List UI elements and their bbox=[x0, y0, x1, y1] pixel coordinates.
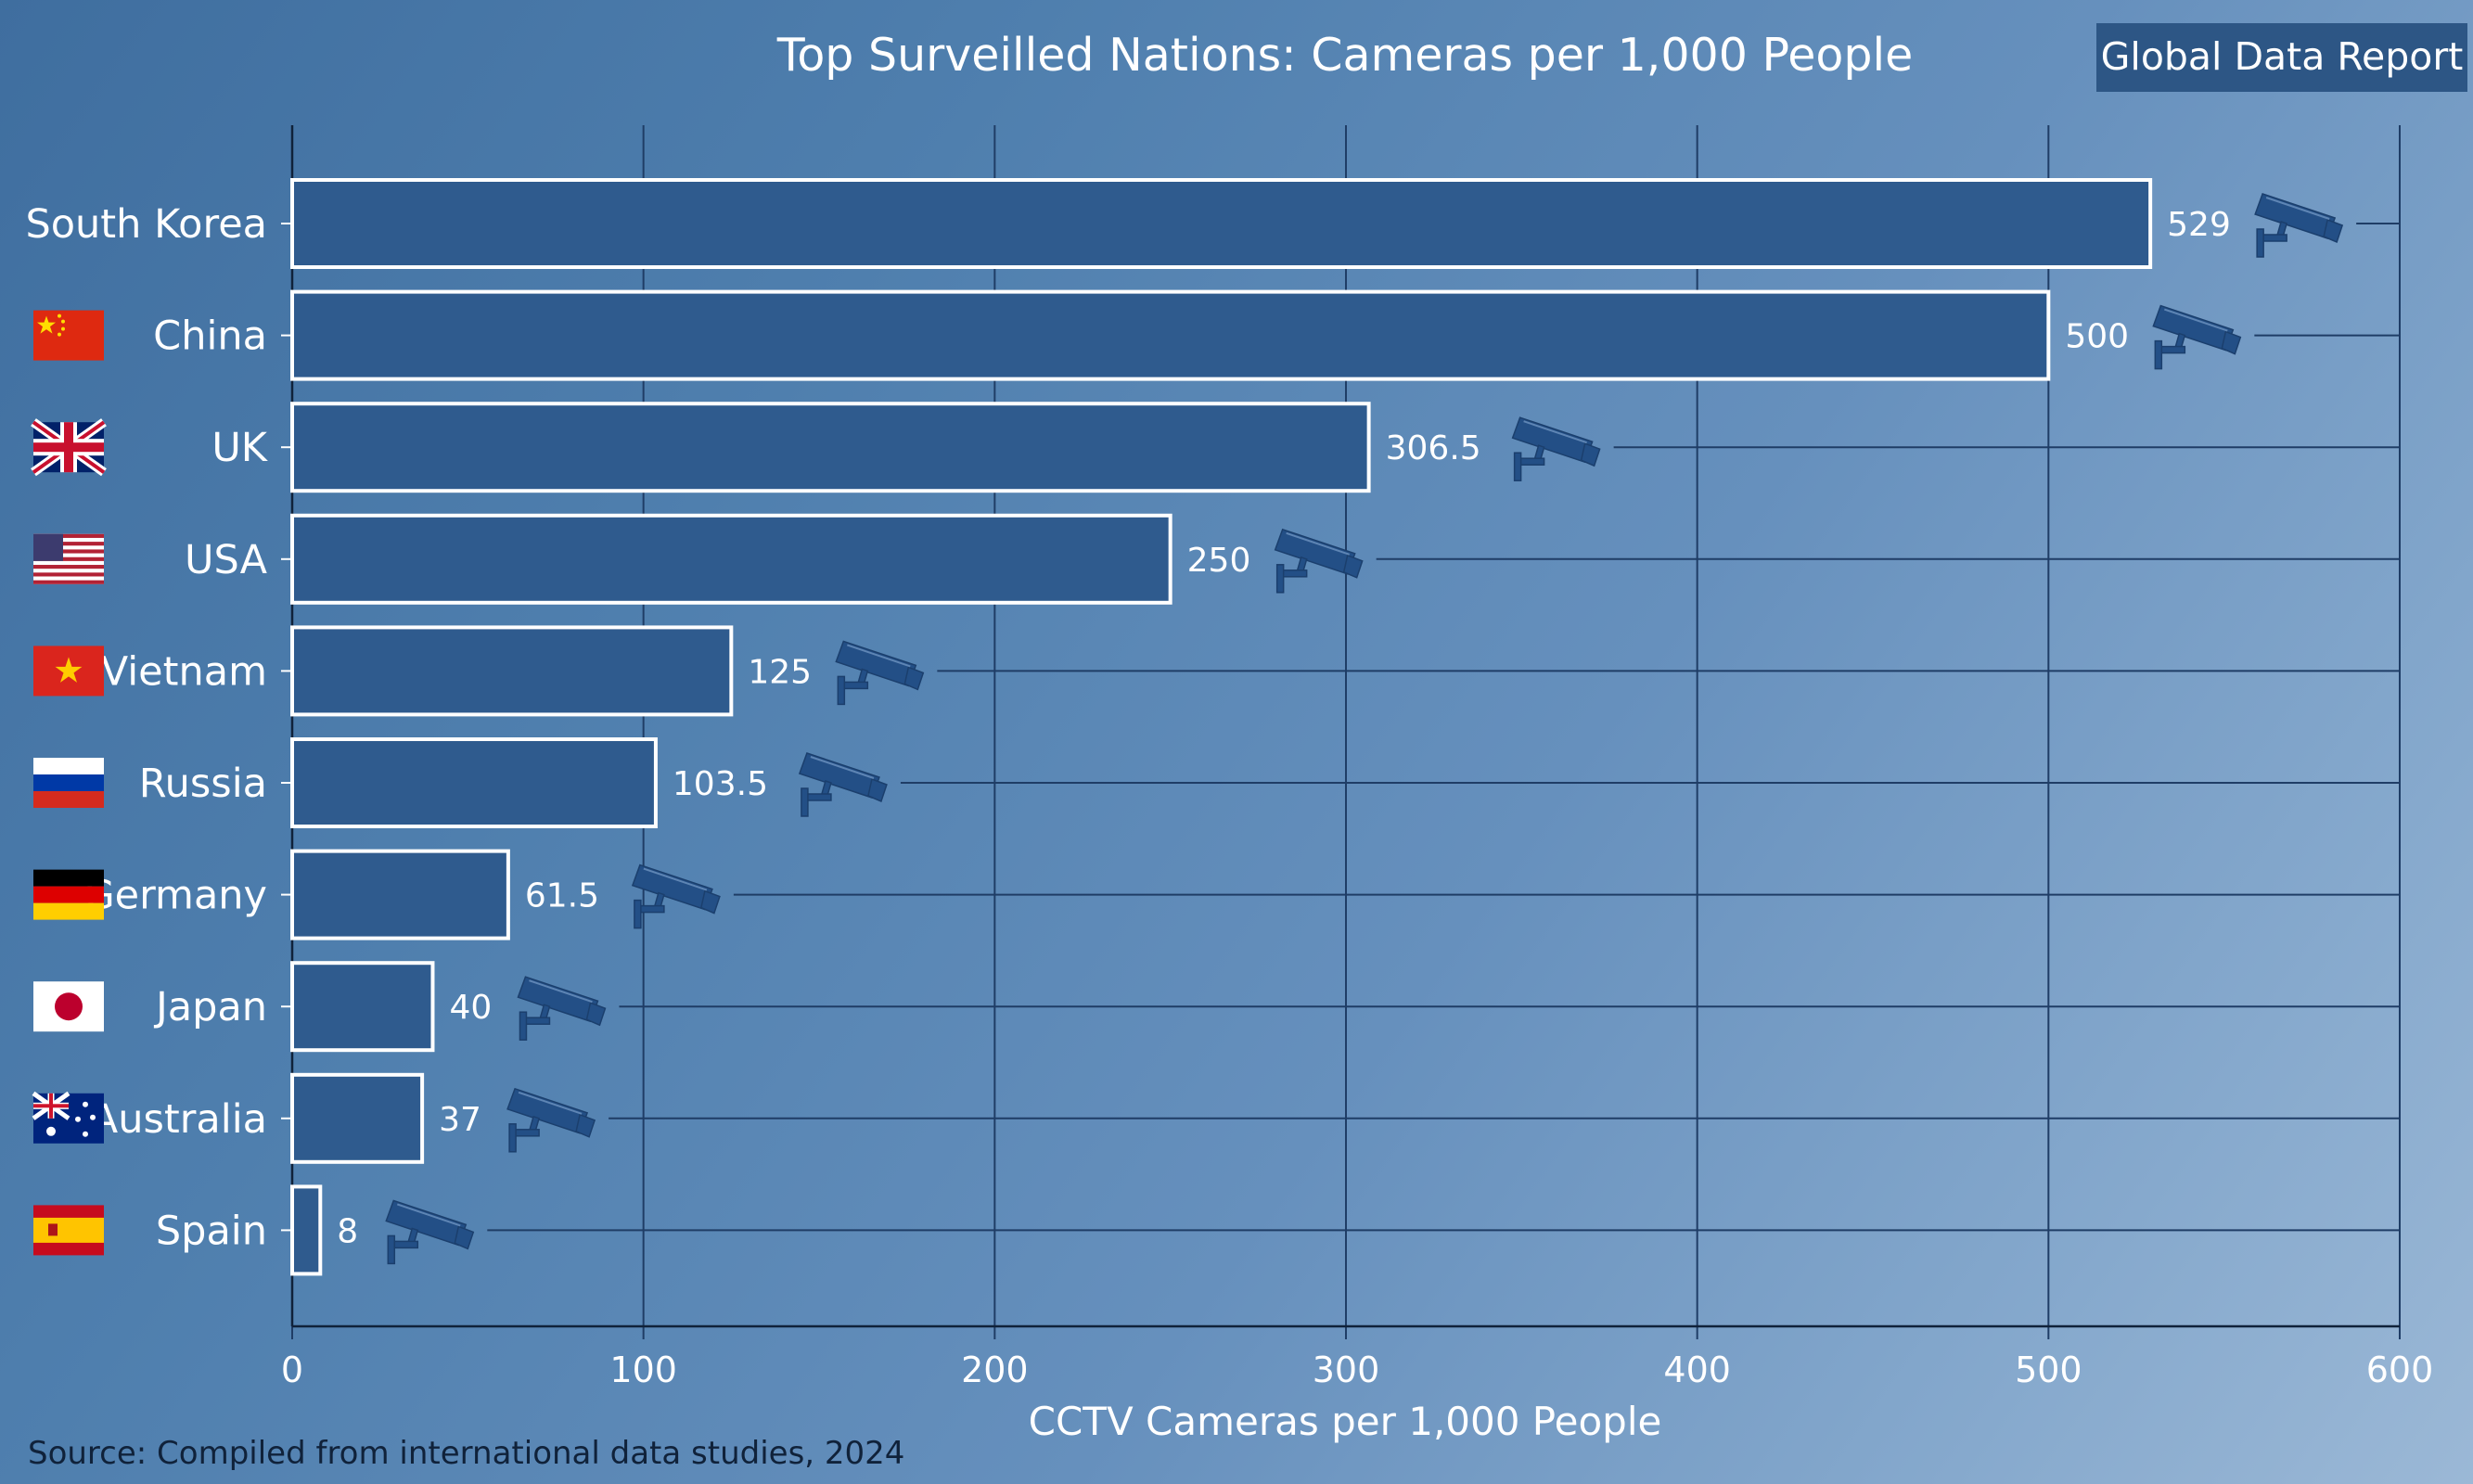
category-label: Vietnam bbox=[101, 648, 267, 695]
cctv-camera-icon bbox=[798, 752, 888, 817]
category-label: Japan bbox=[153, 984, 267, 1030]
x-tick-label: 400 bbox=[1663, 1350, 1731, 1390]
x-tick-label: 500 bbox=[2015, 1350, 2082, 1390]
cctv-camera-icon bbox=[517, 976, 607, 1042]
value-label: 125 bbox=[748, 653, 812, 691]
germany-flag-icon bbox=[33, 869, 104, 920]
gridlines bbox=[487, 125, 2401, 1326]
source-note: Source: Compiled from international data… bbox=[28, 1435, 904, 1472]
cctv-camera-icon bbox=[385, 1199, 475, 1265]
category-label: USA bbox=[185, 537, 268, 583]
bar-australia bbox=[290, 1072, 425, 1164]
cctv-camera-icon bbox=[1511, 416, 1601, 482]
x-axis-title: CCTV Cameras per 1,000 People bbox=[1029, 1399, 1662, 1444]
value-label: 37 bbox=[439, 1101, 481, 1139]
australia-flag-icon bbox=[32, 1091, 104, 1144]
x-tick-label: 300 bbox=[1313, 1350, 1380, 1390]
cctv-camera-icon bbox=[506, 1087, 596, 1153]
category-labels: South Korea China UK USA Vietnam Russia German… bbox=[25, 201, 268, 1254]
report-badge-bg bbox=[2096, 23, 2467, 92]
x-tick-label: 100 bbox=[609, 1350, 677, 1390]
japan-flag-icon bbox=[33, 981, 104, 1032]
value-labels: 529 500 306.5 250 125 103.5 61.5 40 37 8 bbox=[337, 206, 2231, 1250]
value-label: 306.5 bbox=[1386, 429, 1481, 467]
bar-usa bbox=[290, 513, 1172, 605]
vietnam-flag-icon bbox=[33, 646, 104, 697]
category-label: Spain bbox=[156, 1208, 267, 1254]
value-label: 500 bbox=[2065, 318, 2129, 356]
cctv-camera-icon bbox=[631, 864, 721, 929]
bar-russia bbox=[290, 737, 658, 828]
russia-flag-icon bbox=[33, 758, 104, 808]
category-label: UK bbox=[211, 425, 268, 471]
value-label: 40 bbox=[449, 989, 492, 1027]
bar-china bbox=[290, 289, 2051, 381]
value-label: 250 bbox=[1187, 542, 1251, 580]
x-tick-label: 0 bbox=[281, 1350, 303, 1390]
china-flag-icon bbox=[33, 310, 104, 361]
category-label: Germany bbox=[83, 873, 267, 919]
x-tick-label: 600 bbox=[2366, 1350, 2434, 1390]
bar-japan bbox=[290, 961, 435, 1053]
usa-flag-icon bbox=[33, 533, 104, 584]
bar-germany bbox=[290, 849, 510, 940]
cctv-camera-icon bbox=[835, 640, 925, 706]
value-label: 61.5 bbox=[525, 877, 599, 915]
cctv-camera-icon bbox=[2152, 304, 2242, 370]
x-tick-labels: 0 100 200 300 400 500 600 bbox=[281, 1350, 2433, 1390]
category-label: South Korea bbox=[25, 201, 267, 248]
chart-title: Top Surveilled Nations: Cameras per 1,00… bbox=[776, 29, 1914, 82]
uk-flag-icon bbox=[31, 418, 107, 477]
flags bbox=[31, 310, 107, 1256]
spain-flag-icon bbox=[33, 1205, 104, 1256]
category-label: Russia bbox=[139, 761, 267, 807]
category-label: China bbox=[153, 313, 267, 360]
report-badge: Global Data Report bbox=[2101, 34, 2464, 79]
cctv-camera-icon bbox=[1274, 528, 1364, 594]
cctv-camera-icon bbox=[2254, 193, 2344, 258]
bars bbox=[290, 178, 2153, 1276]
bar-vietnam bbox=[290, 625, 734, 717]
bar-spain bbox=[290, 1184, 323, 1276]
x-tick-label: 200 bbox=[961, 1350, 1029, 1390]
value-label: 529 bbox=[2167, 206, 2231, 244]
category-label: Australia bbox=[91, 1096, 267, 1143]
value-label: 8 bbox=[337, 1212, 358, 1250]
value-label: 103.5 bbox=[673, 765, 768, 803]
bar-uk bbox=[290, 402, 1371, 493]
bar-south-korea bbox=[290, 178, 2153, 269]
